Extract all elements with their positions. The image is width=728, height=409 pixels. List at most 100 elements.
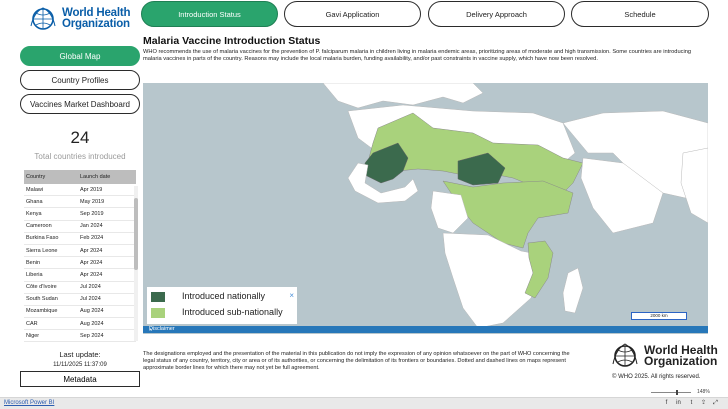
cell-launch-date: Apr 2024 — [80, 247, 103, 254]
table-row[interactable]: Kenya Sep 2019 — [24, 208, 136, 221]
disclaimer-label[interactable]: Disclaimer — [149, 326, 175, 332]
land-central-white — [430, 190, 469, 234]
metadata-button[interactable]: Metadata — [20, 371, 140, 387]
cell-country: Benin — [26, 259, 41, 266]
cell-country: Ghana — [26, 198, 43, 205]
land-arabia — [580, 157, 664, 234]
report-canvas: World Health Organization Global Map Cou… — [0, 0, 728, 397]
zoom-slider-thumb[interactable] — [676, 390, 678, 395]
tab-introduction-status[interactable]: Introduction Status — [141, 1, 278, 27]
land-coast-west — [347, 162, 419, 204]
column-header-country[interactable]: Country — [26, 174, 46, 180]
tab-gavi-application[interactable]: Gavi Application — [284, 1, 421, 27]
legend-label-national: Introduced nationally — [182, 291, 266, 301]
cell-country: Malawi — [26, 186, 44, 193]
cell-launch-date: Jul 2024 — [80, 284, 101, 291]
disclaimer-bar[interactable]: Disclaimer ∧ — [143, 326, 708, 333]
brand-line1: World Health — [62, 7, 131, 19]
vaccines-market-dashboard-button[interactable]: Vaccines Market Dashboard — [20, 94, 140, 114]
table-row[interactable]: Sierra Leone Apr 2024 — [24, 245, 136, 258]
cell-country: Côte d'Ivoire — [26, 284, 57, 291]
table-body: Malawi Apr 2019 Ghana May 2019 Kenya Sep 2019… — [24, 184, 136, 345]
cell-country: Liberia — [26, 271, 43, 278]
table-scrollbar-thumb[interactable] — [134, 198, 138, 270]
africa-map[interactable] — [143, 83, 708, 334]
fullscreen-icon[interactable]: ⤢ — [713, 400, 718, 406]
legend-swatch-subnational — [151, 308, 165, 318]
table-row[interactable]: CAR Aug 2024 — [24, 318, 136, 331]
table-header: Country Launch date — [24, 170, 136, 184]
powerbi-footer: Microsoft Power BI — [0, 397, 728, 409]
table-row[interactable]: ChadOct 2024 — [24, 342, 136, 345]
who-footer-line1: World Health — [644, 342, 718, 357]
legend-swatch-national — [151, 292, 165, 302]
land-madagascar — [562, 267, 584, 314]
table-row[interactable]: Mozambique Aug 2024 — [24, 306, 136, 319]
copyright: © WHO 2025. All rights reserved. — [612, 374, 701, 380]
cell-country: Mozambique — [26, 308, 58, 315]
cell-country: CAR — [26, 320, 38, 327]
land-europe — [322, 83, 484, 109]
legend-close-icon[interactable]: × — [289, 291, 294, 300]
table-row[interactable]: Burkina Faso Feb 2024 — [24, 233, 136, 245]
land-southern-africa — [442, 232, 544, 329]
land-middle-east — [562, 110, 708, 204]
cell-launch-date: May 2019 — [80, 198, 105, 205]
facebook-icon[interactable]: f — [665, 400, 668, 406]
cell-launch-date: Apr 2019 — [80, 186, 103, 193]
share-icon[interactable]: ⇪ — [700, 400, 707, 406]
chevron-up-icon[interactable]: ∧ — [149, 327, 153, 332]
table-row[interactable]: Ghana May 2019 — [24, 196, 136, 209]
twitter-icon[interactable]: t — [690, 400, 693, 406]
zoom-level: 148% — [697, 389, 710, 395]
total-count-label: Total countries introduced — [34, 152, 126, 161]
cell-country: Kenya — [26, 210, 42, 217]
subnational-central-east — [442, 180, 574, 249]
table-row[interactable]: Benin Apr 2024 — [24, 257, 136, 270]
map-legend: Introduced nationally Introduced sub-nat… — [147, 287, 297, 324]
cell-country: Niger — [26, 332, 40, 339]
who-footer-line2: Organization — [644, 354, 718, 368]
powerbi-link[interactable]: Microsoft Power BI — [4, 400, 55, 406]
land-india — [680, 147, 708, 224]
cell-launch-date: Feb 2024 — [80, 235, 104, 242]
table-row[interactable]: Cameroon Jan 2024 — [24, 221, 136, 233]
column-header-launch-date[interactable]: Launch date — [80, 174, 111, 180]
cell-launch-date: Jan 2024 — [80, 223, 103, 230]
map-scale-bar: 2000 km — [631, 312, 687, 320]
cell-launch-date: Aug 2024 — [80, 320, 104, 327]
last-update-label: Last update: — [59, 350, 101, 359]
tab-delivery-approach[interactable]: Delivery Approach — [428, 1, 565, 27]
cell-country: Burkina Faso — [26, 235, 59, 242]
cell-launch-date: Aug 2024 — [80, 308, 104, 315]
total-count: 24 — [70, 128, 90, 147]
table-row[interactable]: Côte d'Ivoire Jul 2024 — [24, 282, 136, 294]
tab-schedule[interactable]: Schedule — [571, 1, 709, 27]
last-update-value: 11/11/2025 11:37:09 — [53, 362, 107, 368]
cell-launch-date: Sep 2019 — [80, 210, 104, 217]
brand-line2: Organization — [62, 18, 130, 30]
cell-country: Cameroon — [26, 223, 52, 230]
zoom-slider-track[interactable] — [651, 392, 691, 393]
launch-table: Country Launch date Malawi Apr 2019 Ghana M… — [24, 170, 136, 345]
country-profiles-button[interactable]: Country Profiles — [20, 70, 140, 90]
cell-launch-date: Apr 2024 — [80, 271, 103, 278]
cell-launch-date: Sep 2024 — [80, 332, 104, 339]
cell-country: Sierra Leone — [26, 247, 58, 254]
who-emblem-icon — [30, 7, 56, 30]
linkedin-icon[interactable]: in — [676, 400, 681, 406]
page-title: Malaria Vaccine Introduction Status — [143, 35, 321, 47]
table-row[interactable]: Malawi Apr 2019 — [24, 184, 136, 197]
cell-country: South Sudan — [26, 296, 58, 303]
subnational-mozambique — [524, 240, 554, 299]
legend-label-subnational: Introduced sub-nationally — [182, 307, 283, 317]
table-row[interactable]: Niger Sep 2024 — [24, 330, 136, 343]
cell-launch-date: Apr 2024 — [80, 259, 103, 266]
legal-footnote: The designations employed and the presen… — [143, 351, 570, 371]
national-central-africa — [457, 152, 506, 186]
global-map-button[interactable]: Global Map — [20, 46, 140, 66]
table-row[interactable]: South Sudan Jul 2024 — [24, 294, 136, 306]
who-footer-logo: World Health Organization — [610, 342, 718, 370]
cell-launch-date: Jul 2024 — [80, 296, 101, 303]
table-row[interactable]: Liberia Apr 2024 — [24, 269, 136, 282]
